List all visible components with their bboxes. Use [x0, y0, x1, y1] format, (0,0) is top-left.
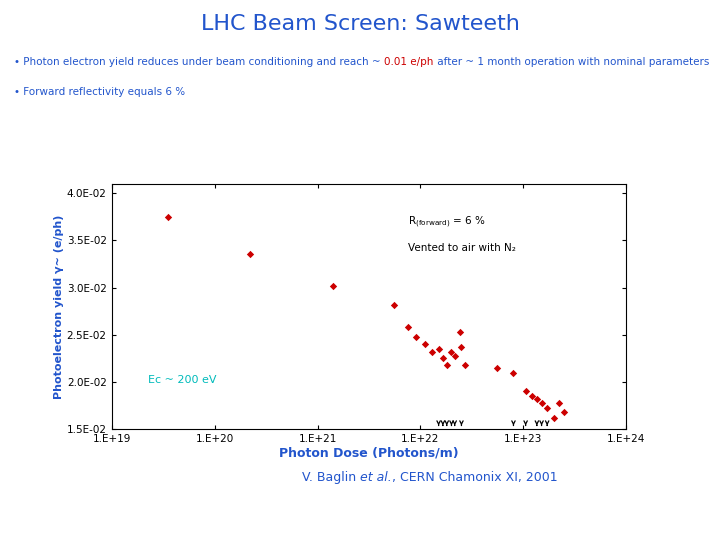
Text: R$_\mathrm{(forward)}$ = 6 %: R$_\mathrm{(forward)}$ = 6 % — [408, 214, 485, 230]
Point — [388, 300, 400, 309]
Text: CERN: CERN — [21, 513, 38, 518]
Point — [456, 343, 467, 352]
Point — [162, 212, 174, 221]
Point — [437, 354, 449, 363]
Point — [327, 281, 338, 290]
Point — [441, 361, 453, 369]
Point — [446, 348, 457, 356]
Point — [553, 399, 564, 407]
Point — [426, 348, 438, 356]
Point — [541, 403, 553, 412]
Point — [402, 323, 413, 332]
Point — [449, 351, 461, 360]
Text: , CERN Chamonix XI, 2001: , CERN Chamonix XI, 2001 — [392, 471, 557, 484]
Point — [410, 332, 421, 341]
Point — [454, 328, 465, 336]
Point — [508, 368, 519, 377]
Text: Vented to air with N₂: Vented to air with N₂ — [408, 242, 516, 253]
Point — [559, 408, 570, 417]
X-axis label: Photon Dose (Photons/m): Photon Dose (Photons/m) — [279, 447, 459, 460]
Text: • Forward reflectivity equals 6 %: • Forward reflectivity equals 6 % — [14, 87, 186, 98]
Text: V. Baglin: V. Baglin — [302, 471, 360, 484]
Text: et al.: et al. — [360, 471, 392, 484]
Text: 38: 38 — [648, 511, 662, 521]
Point — [491, 363, 503, 372]
Point — [244, 250, 256, 259]
Text: LHC Beam Screen: Sawteeth: LHC Beam Screen: Sawteeth — [201, 14, 519, 33]
Y-axis label: Photoelectron yield γ~ (e/ph): Photoelectron yield γ~ (e/ph) — [54, 214, 64, 399]
Text: FCC Week 2015, Washington DC
Vacuum, Surfaces & Coatings Group
USA, March 23-27,: FCC Week 2015, Washington DC Vacuum, Sur… — [61, 501, 188, 532]
Point — [520, 386, 531, 395]
Point — [549, 414, 560, 422]
Point — [526, 392, 537, 401]
Point — [459, 361, 471, 369]
Text: after ~ 1 month operation with nominal parameters: after ~ 1 month operation with nominal p… — [433, 57, 709, 67]
Text: • Photon electron yield reduces under beam conditioning and reach ~: • Photon electron yield reduces under be… — [14, 57, 384, 67]
Point — [536, 399, 547, 407]
Point — [531, 395, 543, 403]
Text: 0.01 e/ph: 0.01 e/ph — [384, 57, 433, 67]
Point — [419, 340, 431, 349]
Point — [433, 345, 444, 353]
Text: Ec ~ 200 eV: Ec ~ 200 eV — [148, 375, 216, 385]
